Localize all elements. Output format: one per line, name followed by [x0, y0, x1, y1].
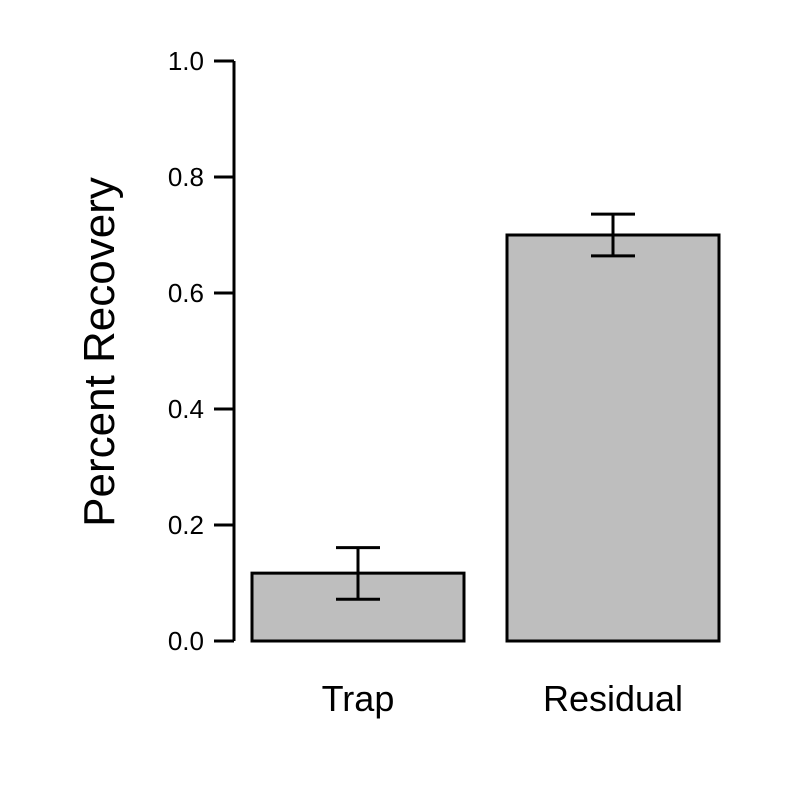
bar-residual [505, 233, 721, 643]
y-tick-label: 0.2 [168, 510, 204, 540]
y-tick-label: 0.4 [168, 394, 204, 424]
category-labels: Trap Residual [322, 678, 683, 719]
category-label-trap: Trap [322, 678, 395, 719]
y-axis-title: Percent Recovery [75, 177, 124, 527]
y-tick-label: 0.8 [168, 162, 204, 192]
y-tick-label: 1.0 [168, 46, 204, 76]
bars [250, 212, 721, 643]
category-label-residual: Residual [543, 678, 683, 719]
y-tick-label: 0.0 [168, 626, 204, 656]
y-axis: 0.0 0.2 0.4 0.6 0.8 1.0 [168, 46, 236, 656]
y-tick-label: 0.6 [168, 278, 204, 308]
